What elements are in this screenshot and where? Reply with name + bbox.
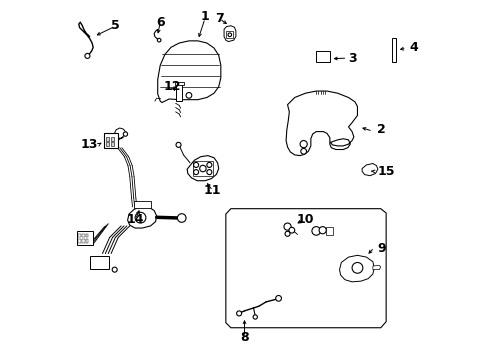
Circle shape [275,296,281,301]
Bar [77,231,93,244]
Circle shape [199,165,206,172]
Circle shape [176,142,181,147]
Text: 5: 5 [111,19,120,32]
Bar [105,137,109,140]
Text: 12: 12 [163,80,181,93]
Circle shape [311,226,320,235]
Text: 1: 1 [200,10,209,23]
Circle shape [285,231,289,236]
Circle shape [123,132,127,136]
Polygon shape [285,91,357,156]
Circle shape [284,223,290,230]
Text: 6: 6 [156,16,164,29]
Circle shape [177,214,185,222]
Bar [85,234,88,237]
Circle shape [227,33,231,37]
Bar [391,38,395,62]
Text: 4: 4 [408,41,417,54]
Circle shape [85,53,90,58]
Circle shape [206,170,211,175]
Circle shape [157,39,161,42]
Circle shape [319,226,325,234]
Text: 10: 10 [296,213,314,226]
Bar [110,137,114,140]
Polygon shape [362,163,377,176]
Circle shape [253,315,257,319]
Text: 15: 15 [376,165,394,177]
Circle shape [193,170,198,175]
Bar [89,256,109,269]
Circle shape [135,212,145,223]
Bar [105,142,109,145]
Circle shape [288,227,294,233]
Text: 3: 3 [348,51,356,64]
Polygon shape [339,255,373,282]
Bar [110,142,114,145]
Polygon shape [224,26,235,41]
Bar [82,234,84,237]
Bar [176,84,182,101]
Polygon shape [158,41,221,103]
Bar [78,239,81,243]
Polygon shape [187,156,218,181]
Bar [226,31,233,39]
Bar [134,201,151,208]
Circle shape [185,93,191,98]
Bar [104,134,117,148]
Circle shape [300,140,306,148]
Text: 9: 9 [376,242,385,255]
Circle shape [206,162,211,167]
Bar [85,239,88,243]
Circle shape [236,311,241,316]
Circle shape [300,148,306,154]
Text: 7: 7 [215,12,224,25]
Text: 2: 2 [376,123,385,136]
Bar [315,51,329,62]
Polygon shape [372,265,380,270]
Text: 14: 14 [126,213,143,226]
Circle shape [351,262,362,273]
Bar [82,239,84,243]
Text: 13: 13 [80,138,97,150]
Bar [78,234,81,237]
Polygon shape [325,227,333,234]
Polygon shape [127,207,156,228]
Bar [174,82,183,85]
Text: 11: 11 [203,184,221,197]
Circle shape [193,162,198,167]
Text: 8: 8 [240,331,248,344]
Circle shape [112,267,117,272]
Bar [192,161,213,176]
